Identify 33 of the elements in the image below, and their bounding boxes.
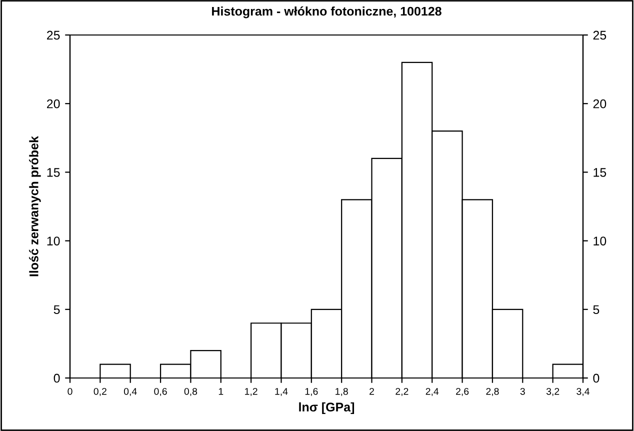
x-tick-label: 3 xyxy=(520,388,525,395)
x-tick-label: 2,4 xyxy=(426,388,439,396)
y2-tick-label: 5 xyxy=(593,305,600,314)
chart-title: Histogram - włókno fotoniczne, 100128 xyxy=(212,6,442,18)
x-tick-label: 0,6 xyxy=(154,388,167,396)
y2-tick-label: 20 xyxy=(593,99,606,108)
y-tick-label: 0 xyxy=(54,374,60,383)
x-tick-label: 3,4 xyxy=(576,388,590,396)
x-tick-label: 0,4 xyxy=(124,388,137,396)
y-tick-label: 5 xyxy=(54,305,60,314)
x-tick-label: 0,2 xyxy=(94,388,106,396)
y2-tick-label: 10 xyxy=(594,236,606,246)
y-tick-label: 10 xyxy=(47,236,60,246)
x-tick-label: 2 xyxy=(370,388,374,395)
x-tick-label: 1,6 xyxy=(305,388,318,396)
y-tick-label: 20 xyxy=(47,99,60,108)
x-tick-label: 1,8 xyxy=(336,388,348,396)
y2-tick-label: 0 xyxy=(593,374,600,383)
x-tick-label: 0,8 xyxy=(184,388,198,396)
x-axis-title: lnσ [GPa] xyxy=(299,402,354,414)
x-tick-label: 1,4 xyxy=(275,388,288,396)
y-tick-label: 25 xyxy=(47,30,60,40)
y2-tick-label: 15 xyxy=(594,168,606,177)
y-axis-title: Ilość zerwanych próbek xyxy=(29,136,41,276)
x-tick-label: 2,6 xyxy=(456,388,469,396)
x-tick-label: 1 xyxy=(218,388,224,395)
y-tick-label: 15 xyxy=(47,168,60,177)
x-tick-label: 2,8 xyxy=(486,388,499,396)
x-tick-label: 3,2 xyxy=(546,388,560,396)
y2-tick-label: 25 xyxy=(593,30,606,40)
x-tick-label: 2,2 xyxy=(396,388,408,396)
x-tick-label: 0 xyxy=(68,388,72,395)
x-tick-label: 1,2 xyxy=(245,388,258,396)
